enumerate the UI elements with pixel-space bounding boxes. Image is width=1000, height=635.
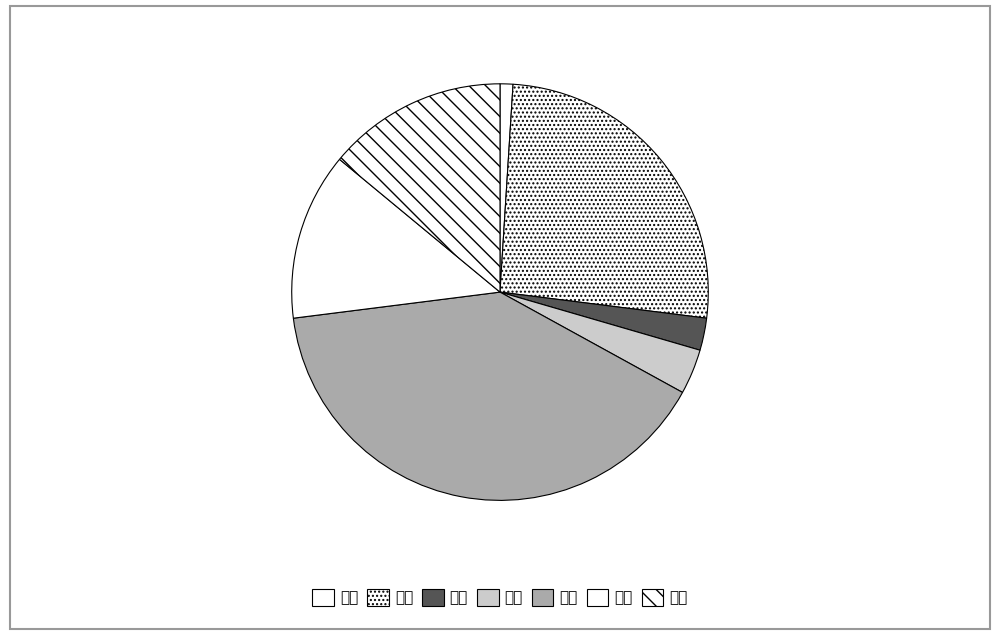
Wedge shape bbox=[292, 159, 500, 318]
Legend: 愤怒, 蔑视, 厌恶, 害怕, 喜悦, 悲伤, 惊讶: 愤怒, 蔑视, 厌恶, 害怕, 喜悦, 悲伤, 惊讶 bbox=[306, 583, 694, 613]
Wedge shape bbox=[500, 292, 700, 392]
Wedge shape bbox=[500, 84, 708, 318]
Wedge shape bbox=[293, 292, 683, 500]
Wedge shape bbox=[340, 84, 500, 292]
Wedge shape bbox=[500, 84, 513, 292]
Wedge shape bbox=[500, 292, 707, 351]
